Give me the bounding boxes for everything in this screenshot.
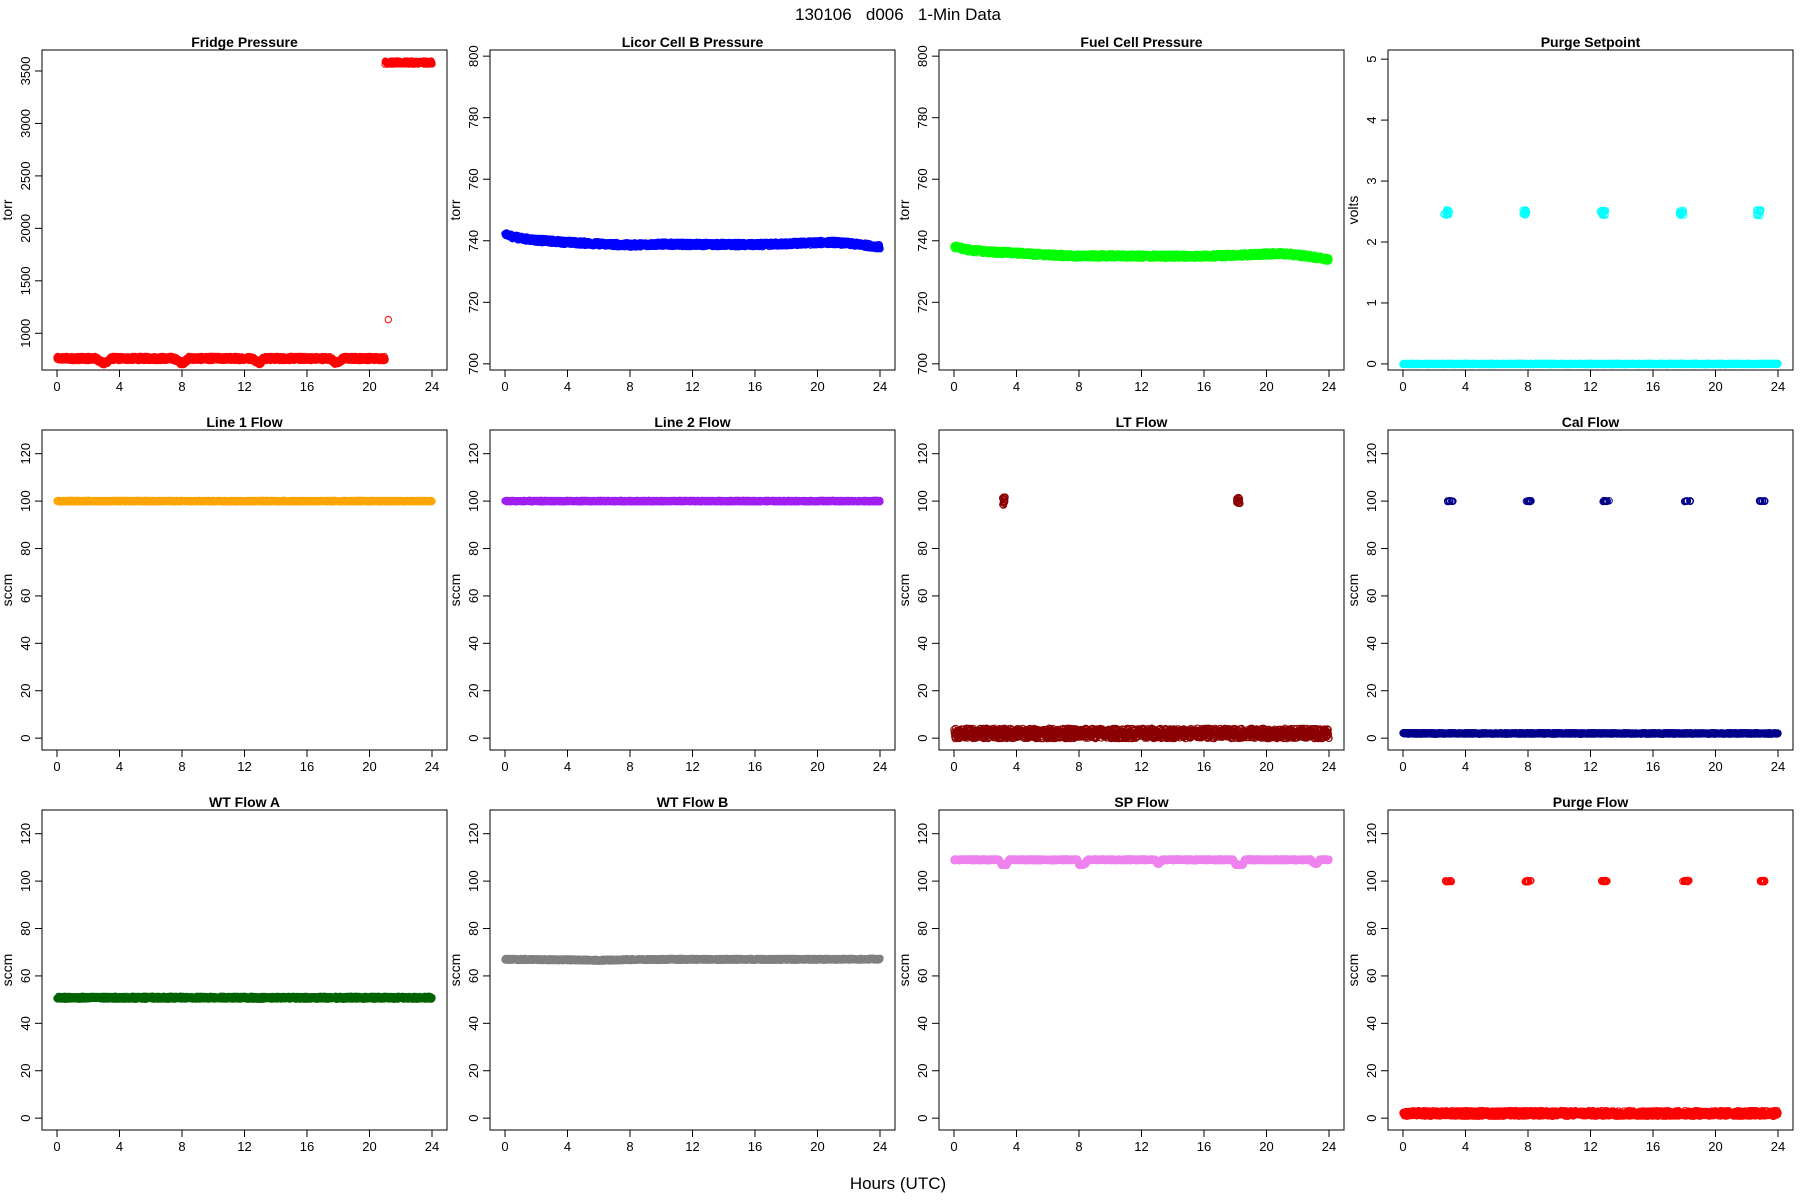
panel-title: Fridge Pressure xyxy=(191,34,298,50)
y-tick-label: 780 xyxy=(466,107,481,129)
x-tick-label: 4 xyxy=(1462,379,1469,394)
x-tick-label: 4 xyxy=(564,379,571,394)
panel: Licor Cell B Pressure torr 0 4 8 12 16 20 24 700 7… xyxy=(447,34,896,394)
x-tick-label: 16 xyxy=(300,379,314,394)
x-tick-label: 16 xyxy=(748,379,762,394)
x-tick-label: 12 xyxy=(1134,379,1148,394)
y-tick-label: 5 xyxy=(1364,56,1379,63)
panel-title: Purge Setpoint xyxy=(1541,34,1641,50)
y-axis-label: volts xyxy=(1345,196,1361,225)
x-tick-label: 24 xyxy=(873,379,887,394)
y-tick-label: 2000 xyxy=(18,214,33,243)
data-point xyxy=(384,315,392,324)
panel: Fridge Pressure torr 0 4 8 12 16 20 24 1000 1500 20… xyxy=(0,34,448,394)
x-tick-label: 0 xyxy=(1399,379,1406,394)
y-tick-label: 720 xyxy=(915,291,930,313)
x-axis-label: Hours (UTC) xyxy=(850,1174,946,1193)
data-point xyxy=(428,60,436,68)
y-tick-label: 760 xyxy=(466,168,481,190)
y-tick-label: 740 xyxy=(915,230,930,252)
x-tick-label: 8 xyxy=(178,379,185,394)
y-axis-label: torr xyxy=(447,199,463,220)
x-tick-label: 0 xyxy=(950,379,957,394)
figure-title: 130106 d006 1-Min Data xyxy=(795,5,1002,24)
x-tick-label: 12 xyxy=(1583,379,1597,394)
x-tick-label: 12 xyxy=(685,379,699,394)
data-point xyxy=(381,356,389,364)
data-points xyxy=(53,57,436,369)
x-tick-label: 24 xyxy=(425,379,439,394)
y-tick-label: 1000 xyxy=(18,319,33,348)
y-tick-label: 3 xyxy=(1364,177,1379,184)
y-tick-label: 720 xyxy=(466,291,481,313)
y-tick-label: 740 xyxy=(466,230,481,252)
panel-title: Fuel Cell Pressure xyxy=(1080,34,1202,50)
x-tick-label: 20 xyxy=(362,379,376,394)
x-tick-label: 16 xyxy=(1646,379,1660,394)
x-tick-label: 20 xyxy=(1259,379,1273,394)
y-tick-label: 4 xyxy=(1364,116,1379,123)
y-tick-label: 3500 xyxy=(18,57,33,86)
data-points xyxy=(501,229,884,253)
x-tick-label: 4 xyxy=(1013,379,1020,394)
y-tick-label: 1 xyxy=(1364,299,1379,306)
data-points xyxy=(950,241,1333,265)
x-tick-label: 8 xyxy=(1524,379,1531,394)
y-tick-label: 800 xyxy=(915,45,930,67)
x-tick-label: 16 xyxy=(1197,379,1211,394)
y-tick-label: 2 xyxy=(1364,238,1379,245)
data-point xyxy=(876,245,884,253)
y-tick-label: 1500 xyxy=(18,266,33,295)
y-axis-label: torr xyxy=(896,199,912,220)
x-tick-label: 20 xyxy=(810,379,824,394)
y-tick-label: 800 xyxy=(466,45,481,67)
panel: Fuel Cell Pressure torr 0 4 8 12 16 20 24 700 720 7… xyxy=(896,34,1345,394)
y-tick-label: 3000 xyxy=(18,109,33,138)
data-points xyxy=(1399,206,1782,369)
y-tick-label: 700 xyxy=(915,353,930,375)
y-tick-label: 0 xyxy=(1364,360,1379,367)
data-point xyxy=(1325,255,1333,263)
x-tick-label: 24 xyxy=(1771,379,1785,394)
x-tick-label: 4 xyxy=(116,379,123,394)
x-tick-label: 24 xyxy=(1322,379,1336,394)
x-tick-label: 20 xyxy=(1708,379,1722,394)
y-tick-label: 2500 xyxy=(18,161,33,190)
x-tick-label: 12 xyxy=(237,379,251,394)
x-tick-label: 8 xyxy=(1075,379,1082,394)
y-tick-label: 700 xyxy=(466,353,481,375)
y-tick-label: 780 xyxy=(915,107,930,129)
y-axis-label: torr xyxy=(0,199,15,220)
data-point xyxy=(875,241,883,249)
panel-title: Licor Cell B Pressure xyxy=(622,34,764,50)
x-tick-label: 8 xyxy=(626,379,633,394)
y-tick-label: 760 xyxy=(915,168,930,190)
x-tick-label: 0 xyxy=(53,379,60,394)
x-tick-label: 0 xyxy=(501,379,508,394)
